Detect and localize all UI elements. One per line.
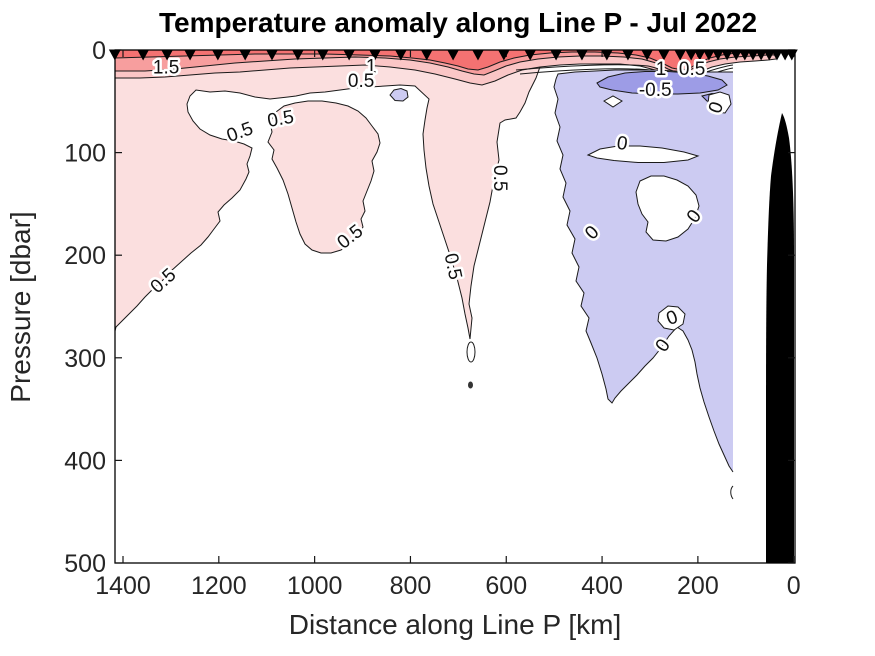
contour-line-2: [114, 50, 777, 71]
station-marker-icon: [712, 49, 725, 61]
station-marker-icon: [108, 49, 121, 61]
contour-label: 0.5: [489, 165, 510, 191]
x-tick-label: 200: [677, 572, 719, 600]
contour-label: 1: [656, 59, 667, 80]
station-marker-icon: [184, 49, 197, 61]
station-marker-icon: [239, 49, 252, 61]
y-tick-label: 500: [64, 550, 106, 578]
station-marker-icon: [343, 49, 356, 61]
station-marker-icon: [420, 49, 433, 61]
contour-label: 0.5: [679, 59, 705, 80]
station-marker-icon: [641, 49, 654, 61]
y-axis-label: Pressure [dbar]: [5, 211, 36, 402]
y-tick-label: 200: [64, 242, 106, 270]
station-marker-icon: [738, 49, 751, 61]
station-marker-icon: [674, 49, 687, 61]
contour-label: -0.5: [639, 80, 672, 101]
station-marker-icon: [702, 49, 715, 61]
contour-region-positive-0p5-main: [115, 50, 545, 339]
contour-hole-deep: [657, 305, 686, 331]
y-tick-label: 300: [64, 345, 106, 373]
station-marker-icon: [721, 49, 734, 61]
station-marker-icon: [763, 49, 776, 61]
station-marker-icon: [394, 49, 407, 61]
contour-line-1p5: [115, 54, 776, 76]
station-marker-icon: [621, 49, 634, 61]
contour-hole-diamond: [603, 95, 623, 108]
bathymetry-silhouette: [766, 113, 794, 563]
contour-label: 1.5: [153, 57, 179, 78]
station-marker-icon: [265, 49, 278, 61]
y-tick-label: 100: [64, 140, 106, 168]
contour-region-positive-2: [115, 50, 776, 70]
station-marker-icon: [368, 49, 381, 61]
contour-label: 1: [366, 56, 377, 77]
contour-line-0p5-main: [114, 49, 546, 340]
contour-region-negative-blob: [389, 87, 409, 102]
station-marker-icon: [770, 49, 783, 61]
station-markers: [108, 49, 798, 61]
contour-hole-coast: [707, 91, 732, 114]
contour-fragment-crescent: [730, 485, 734, 500]
contour-line-1: [115, 58, 777, 86]
station-marker-icon: [137, 49, 150, 61]
station-marker-icon: [447, 49, 460, 61]
y-tick-label: 0: [92, 37, 106, 65]
contour-region-negative-0p5-lens: [596, 71, 728, 95]
station-marker-icon: [524, 49, 537, 61]
x-axis-label: Distance along Line P [km]: [289, 609, 622, 640]
station-marker-icon: [600, 49, 613, 61]
station-marker-icon: [471, 49, 484, 61]
x-tick-labels: 1400 1200 1000 800 600 400 200 0: [95, 572, 800, 600]
station-marker-icon: [693, 49, 706, 61]
y-tick-label: 400: [64, 447, 106, 475]
station-marker-icon: [291, 49, 304, 61]
x-tick-label: 1200: [191, 572, 247, 600]
station-marker-icon: [785, 49, 798, 61]
x-tick-label: 400: [581, 572, 623, 600]
station-marker-icon: [685, 49, 698, 61]
contour-hole-amoeba: [635, 175, 700, 242]
x-tick-label: 600: [485, 572, 527, 600]
station-marker-icon: [575, 49, 588, 61]
x-tick-label: 800: [390, 572, 432, 600]
contour-region-negative-main: [554, 70, 733, 472]
contour-droplet: [466, 341, 476, 363]
contour-label: 0.5: [348, 71, 374, 92]
contour-speck: [468, 381, 473, 389]
station-marker-icon: [746, 49, 759, 61]
x-tick-label: 1000: [287, 572, 343, 600]
y-tick-labels: 0 100 200 300 400 500: [64, 37, 106, 578]
chart-title: Temperature anomaly along Line P - Jul 2…: [159, 7, 757, 38]
station-marker-icon: [161, 49, 174, 61]
contour-hole-sliver: [586, 145, 700, 163]
station-marker-icon: [316, 49, 329, 61]
x-tick-label: 1400: [95, 572, 151, 600]
station-marker-icon: [657, 49, 670, 61]
station-marker-icon: [211, 49, 224, 61]
station-marker-icon: [550, 49, 563, 61]
contour-line-0-main: [553, 69, 734, 473]
station-marker-icon: [730, 49, 743, 61]
x-tick-label: 0: [787, 572, 801, 600]
station-marker-icon: [497, 49, 510, 61]
contour-line-0p5-right: [515, 64, 734, 77]
contour-region-positive-0p5-island: [267, 100, 381, 254]
station-marker-icon: [755, 49, 768, 61]
